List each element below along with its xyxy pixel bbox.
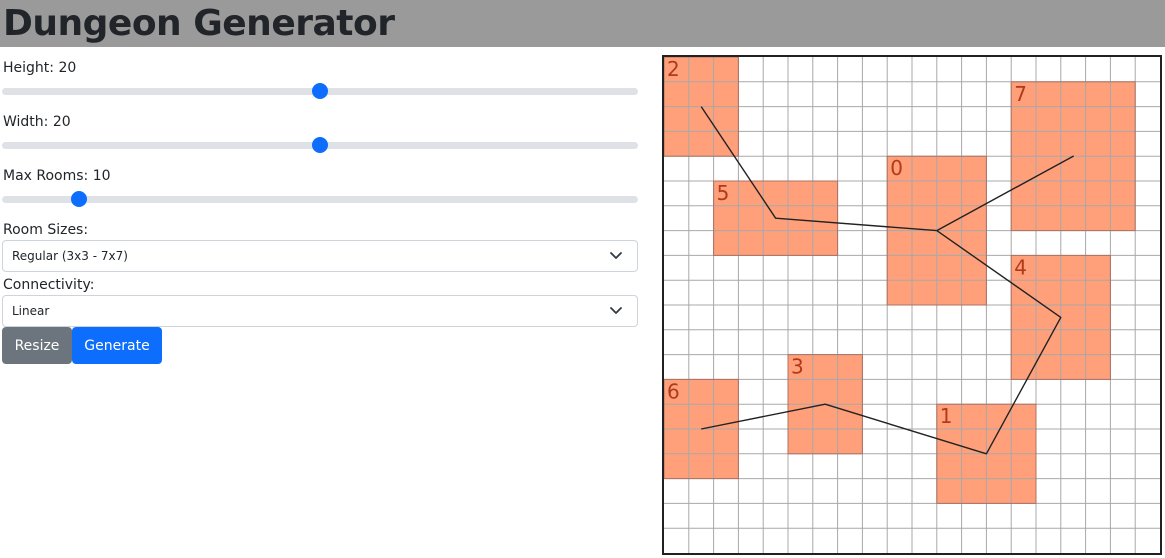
dungeon-map: 0 1 2 3 4 5 6 7	[662, 55, 1162, 555]
width-slider[interactable]	[2, 136, 638, 154]
chevron-down-icon	[610, 252, 622, 259]
generate-button[interactable]: Generate	[72, 327, 162, 364]
room-sizes-label: Room Sizes:	[3, 222, 89, 238]
room-border	[936, 403, 1037, 504]
room-number: 6	[667, 379, 680, 403]
room-border	[664, 378, 739, 480]
chevron-down-icon	[610, 307, 622, 314]
max-rooms-slider[interactable]	[2, 190, 638, 208]
slider-track	[2, 196, 638, 203]
room-number: 5	[717, 181, 730, 205]
connectivity-label: Connectivity:	[3, 277, 95, 293]
room-border	[787, 354, 863, 455]
header-bar: Dungeon Generator	[0, 0, 1165, 47]
slider-thumb[interactable]	[70, 191, 87, 207]
room-border	[1010, 81, 1136, 232]
room-number: 3	[791, 355, 804, 379]
room-border	[713, 180, 839, 256]
dungeon-canvas: 0 1 2 3 4 5 6 7	[664, 57, 1160, 553]
slider-thumb[interactable]	[312, 137, 328, 153]
page-title: Dungeon Generator	[3, 3, 395, 44]
width-label: Width: 20	[3, 114, 71, 130]
room-sizes-value: Regular (3x3 - 7x7)	[12, 249, 128, 263]
slider-thumb[interactable]	[312, 83, 328, 99]
max-rooms-label: Max Rooms: 10	[3, 168, 111, 184]
height-slider[interactable]	[2, 82, 638, 100]
room-border	[1010, 254, 1111, 380]
room-number: 4	[1014, 255, 1027, 279]
corridor-path	[700, 106, 1074, 455]
resize-button[interactable]: Resize	[2, 327, 72, 364]
room-number: 7	[1014, 82, 1027, 106]
room-sizes-select[interactable]: Regular (3x3 - 7x7)	[2, 240, 638, 272]
connectivity-select[interactable]: Linear	[2, 295, 638, 327]
room-border	[886, 155, 987, 306]
room-number: 0	[890, 156, 903, 180]
room-number: 2	[667, 57, 680, 81]
room-border	[664, 57, 739, 157]
room-number: 1	[940, 404, 953, 428]
connectivity-value: Linear	[12, 304, 50, 318]
height-label: Height: 20	[3, 60, 77, 76]
